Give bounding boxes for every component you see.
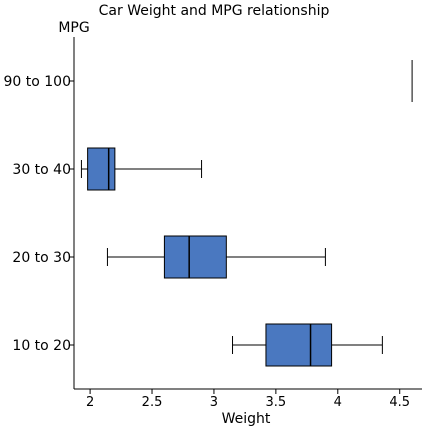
x-tick-label: 2 xyxy=(86,395,94,410)
chart-marks: 2 2.5 3 3.5 4 4.5 90 to 100 30 to 40 20 to 30 10 … xyxy=(4,60,413,410)
x-tick-label: 4 xyxy=(334,395,342,410)
y-axis-label: MPG xyxy=(58,20,89,36)
x-tick-label: 3 xyxy=(210,395,218,410)
box-iqr xyxy=(265,323,333,367)
x-axis-label: Weight xyxy=(222,411,271,427)
y-tick-label: 10 to 20 xyxy=(12,338,71,354)
y-tick-label: 30 to 40 xyxy=(12,162,71,178)
y-tick-label: 90 to 100 xyxy=(4,74,72,90)
y-tick-label: 20 to 30 xyxy=(12,250,71,266)
box-iqr xyxy=(87,147,116,191)
chart-title: Car Weight and MPG relationship xyxy=(99,3,330,19)
x-tick-label: 3.5 xyxy=(266,395,287,410)
box-iqr xyxy=(163,235,227,279)
x-tick-label: 2.5 xyxy=(142,395,163,410)
x-tick-label: 4.5 xyxy=(389,395,410,410)
